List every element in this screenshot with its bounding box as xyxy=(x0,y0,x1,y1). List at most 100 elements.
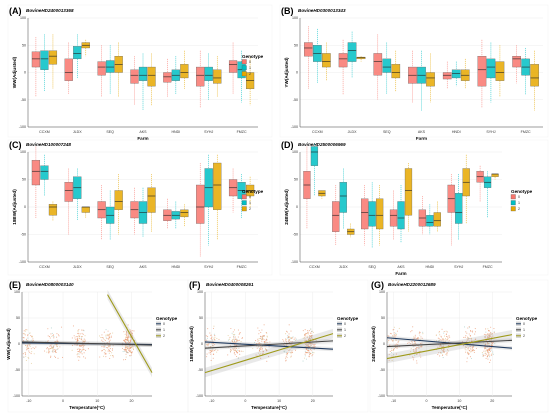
scatter-point xyxy=(435,340,437,342)
scatter-point xyxy=(396,330,398,332)
scatter-point xyxy=(261,339,263,341)
scatter-point xyxy=(445,339,447,341)
scatter-point xyxy=(102,337,104,339)
box-1 xyxy=(455,193,463,224)
scatter-point xyxy=(440,352,442,354)
scatter-point xyxy=(206,353,208,355)
scatter-point xyxy=(468,340,471,342)
scatter-point xyxy=(492,353,494,355)
scatter-point xyxy=(229,351,232,353)
scatter-point xyxy=(492,343,494,345)
x-axis-title: Farm xyxy=(137,136,148,141)
scatter-point xyxy=(76,354,78,356)
scatter-point xyxy=(50,333,52,335)
x-tick-label: JLDX xyxy=(339,265,348,269)
scatter-point xyxy=(391,348,393,350)
scatter-point xyxy=(265,350,267,352)
scatter-point xyxy=(304,336,306,338)
legend-swatch xyxy=(241,200,247,206)
scatter-point xyxy=(82,333,84,335)
x-tick-label: 10 xyxy=(457,399,461,403)
scatter-point xyxy=(388,359,390,361)
panel-title: BovineHD0300013343 xyxy=(298,8,346,13)
scatter-point xyxy=(49,351,51,353)
scatter-point xyxy=(206,356,208,358)
scatter-point xyxy=(487,354,489,356)
scatter-point xyxy=(490,344,492,346)
scatter-point xyxy=(310,335,312,337)
scatter-point xyxy=(214,335,216,337)
scatter-point xyxy=(418,346,420,348)
scatter-point xyxy=(49,337,51,339)
scatter-point xyxy=(420,342,422,345)
scatter-point xyxy=(108,352,110,354)
scatter-point xyxy=(31,336,33,338)
scatter-point xyxy=(395,332,397,334)
scatter-point xyxy=(262,352,264,355)
scatter-point xyxy=(28,350,30,352)
scatter-point xyxy=(439,334,441,336)
x-tick-label: CCXM xyxy=(312,130,323,134)
x-tick-label: 0 xyxy=(244,399,246,403)
scatter-point xyxy=(488,343,490,345)
scatter-point xyxy=(489,348,491,350)
scatter-point xyxy=(475,347,477,349)
scatter-point xyxy=(131,330,133,332)
scatter-point xyxy=(286,357,288,359)
scatter-point xyxy=(107,333,109,335)
scatter-point xyxy=(282,344,284,346)
scatter-point xyxy=(208,343,210,345)
legend-label: 1 xyxy=(518,201,520,205)
scatter-point xyxy=(80,352,82,354)
scatter-point xyxy=(129,336,131,338)
legend-label: 0 xyxy=(523,322,525,326)
scatter-point xyxy=(387,335,389,337)
scatter-point xyxy=(294,349,296,351)
scatter-point xyxy=(258,339,260,341)
scatter-point xyxy=(49,345,51,347)
scatter-point xyxy=(420,356,422,358)
scatter-point xyxy=(484,336,486,338)
legend-title: Genotype xyxy=(516,316,538,321)
scatter-point xyxy=(485,334,487,336)
scatter-point xyxy=(127,335,129,337)
y-tick-label: 0 xyxy=(296,205,298,209)
scatter-point xyxy=(284,357,287,359)
scatter-point xyxy=(238,333,240,335)
scatter-point xyxy=(108,334,110,336)
scatter-point xyxy=(258,347,260,349)
scatter-point xyxy=(307,333,309,335)
scatter-point xyxy=(304,333,306,335)
scatter-point xyxy=(413,337,415,339)
x-tick-label: FMZC xyxy=(237,265,247,269)
scatter-point xyxy=(77,353,79,355)
scatter-point xyxy=(471,331,474,333)
scatter-point xyxy=(81,350,83,353)
scatter-point xyxy=(445,335,448,338)
scatter-point xyxy=(414,354,416,356)
scatter-point xyxy=(110,336,112,338)
scatter-point xyxy=(311,334,313,336)
panel-4: (E) BovineHD0800003140-100-50050100WW(Adj… xyxy=(6,279,189,413)
scatter-point xyxy=(388,353,390,356)
box-2 xyxy=(433,212,441,227)
scatter-point xyxy=(445,353,447,355)
scatter-point xyxy=(80,338,82,340)
scatter-point xyxy=(290,353,292,355)
scatter-point xyxy=(55,349,57,351)
y-tick-label: -50 xyxy=(293,233,298,237)
scatter-point xyxy=(288,338,290,341)
box-2 xyxy=(391,64,401,79)
scatter-point xyxy=(84,339,86,341)
scatter-point xyxy=(53,337,55,339)
scatter-point xyxy=(75,344,77,346)
scatter-point xyxy=(306,344,308,346)
scatter-point xyxy=(233,334,235,336)
scatter-point xyxy=(491,341,493,343)
scatter-point xyxy=(129,329,131,331)
scatter-point xyxy=(57,341,59,343)
scatter-point xyxy=(412,326,414,328)
scatter-point xyxy=(82,345,84,347)
scatter-point xyxy=(487,328,489,330)
scatter-point xyxy=(258,342,260,344)
